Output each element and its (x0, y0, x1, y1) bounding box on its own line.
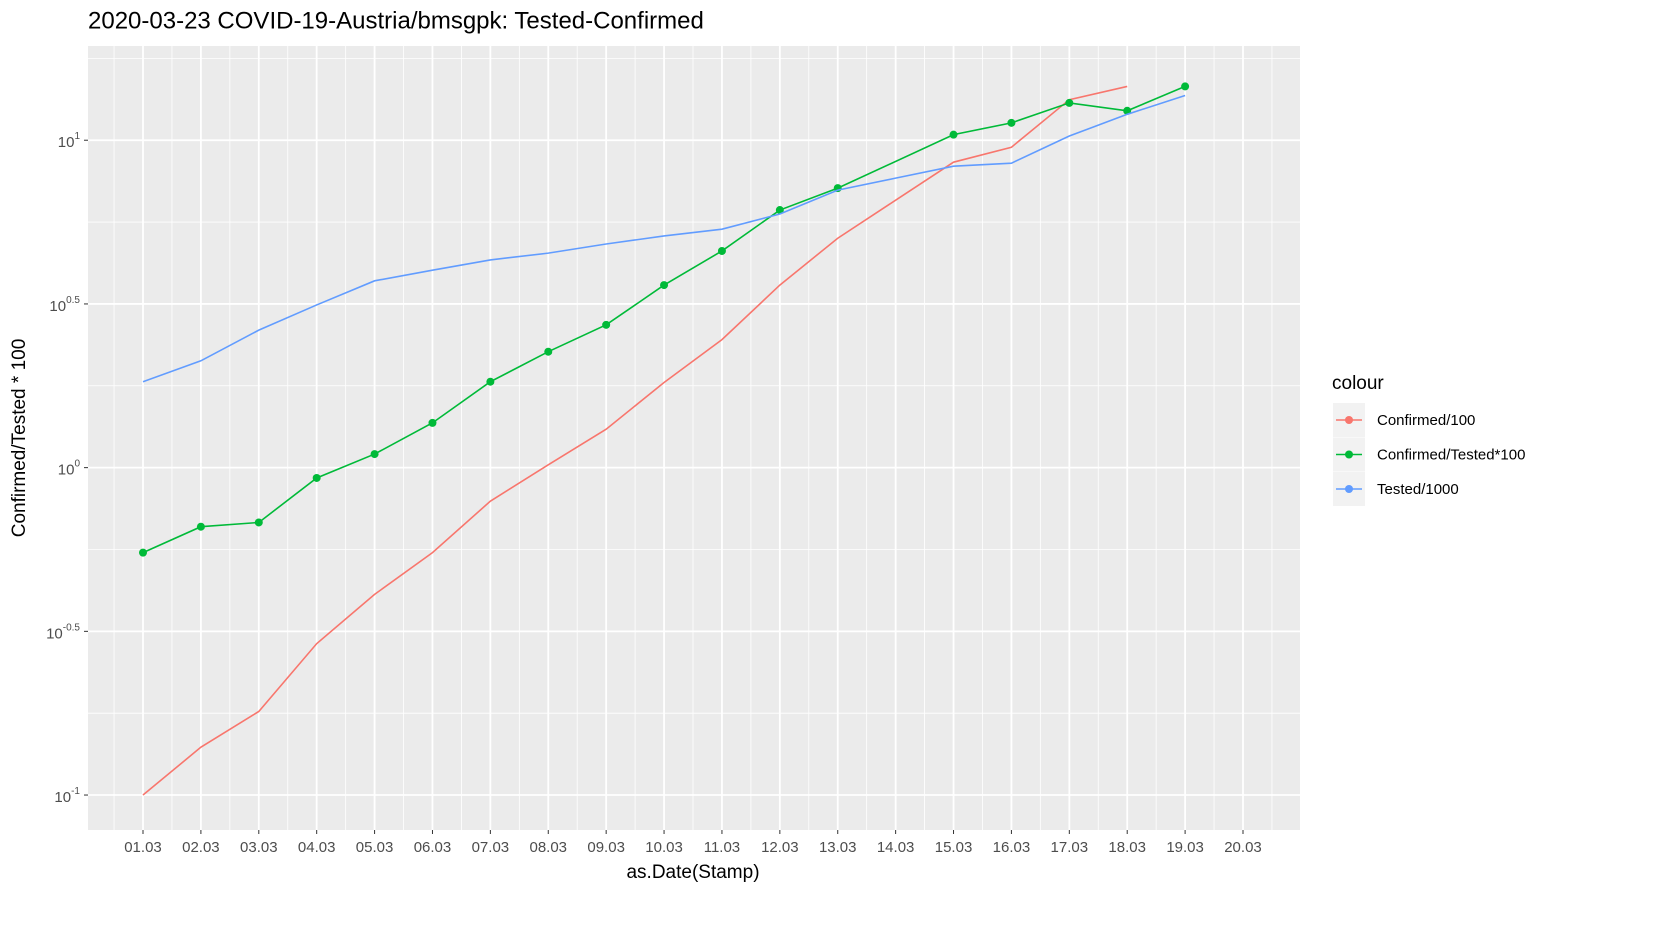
y-tick-label: 101 (58, 131, 81, 151)
x-tick-label: 16.03 (993, 839, 1031, 856)
y-tick-exponent: -1 (71, 786, 80, 797)
x-tick-label: 09.03 (587, 839, 625, 856)
x-tick-label: 17.03 (1051, 839, 1089, 856)
y-tick-base: 10 (58, 462, 75, 479)
data-point (660, 281, 669, 290)
x-axis-title: as.Date(Stamp) (626, 862, 759, 883)
x-tick-label: 04.03 (298, 839, 336, 856)
series-line (142, 85, 1186, 554)
x-tick-label: 05.03 (356, 839, 394, 856)
data-point (544, 347, 553, 356)
y-tick-label: 100.5 (49, 295, 80, 315)
legend-label: Confirmed/100 (1377, 412, 1475, 429)
x-tick-label: 06.03 (414, 839, 452, 856)
y-tick-base: 10 (58, 134, 75, 151)
y-axis-title: Confirmed/Tested * 100 (9, 339, 30, 538)
legend-title: colour (1332, 373, 1384, 394)
data-point (1007, 118, 1016, 127)
y-tick-exponent: 0.5 (66, 295, 80, 306)
data-point (1181, 82, 1190, 91)
x-tick-label: 10.03 (645, 839, 683, 856)
x-tick-label: 13.03 (819, 839, 857, 856)
x-tick-label: 15.03 (935, 839, 973, 856)
y-tick-exponent: 0 (74, 458, 80, 469)
legend-label: Confirmed/Tested*100 (1377, 446, 1525, 463)
data-point (1123, 106, 1132, 115)
data-point (717, 246, 726, 255)
y-tick-base: 10 (49, 298, 66, 315)
y-tick-base: 10 (54, 789, 71, 806)
x-tick-label: 18.03 (1108, 839, 1146, 856)
x-tick-label: 02.03 (182, 839, 220, 856)
legend-point (1345, 450, 1353, 459)
plot-panel (88, 46, 1300, 830)
x-tick-label: 19.03 (1166, 839, 1204, 856)
data-point (312, 473, 321, 482)
data-point (775, 206, 784, 215)
legend-point (1345, 416, 1353, 424)
y-tick-base: 10 (46, 625, 63, 642)
data-point (1065, 98, 1074, 107)
y-tick-exponent: -0.5 (63, 622, 81, 633)
x-tick-label: 07.03 (472, 839, 510, 856)
x-tick-label: 11.03 (704, 839, 740, 856)
data-point (602, 320, 611, 329)
x-tick-label: 01.03 (124, 839, 162, 856)
data-point (139, 548, 147, 557)
x-tick-label: 20.03 (1224, 839, 1262, 856)
data-point (370, 450, 379, 459)
x-tick-label: 12.03 (761, 839, 799, 856)
y-tick-label: 10-0.5 (46, 622, 80, 642)
legend-label: Tested/1000 (1377, 481, 1459, 498)
data-point (428, 418, 437, 427)
y-tick-label: 100 (58, 458, 81, 478)
chart-title: 2020-03-23 COVID-19-Austria/bmsgpk: Test… (88, 7, 704, 34)
data-point (196, 522, 205, 531)
series-line (142, 94, 1186, 383)
legend-point (1345, 485, 1353, 493)
data-point (486, 377, 495, 386)
x-tick-label: 14.03 (877, 839, 915, 856)
y-tick-label: 10-1 (54, 786, 80, 806)
series-line (142, 85, 1128, 796)
x-tick-label: 08.03 (529, 839, 567, 856)
x-tick-label: 03.03 (240, 839, 278, 856)
data-point (254, 518, 263, 527)
y-tick-exponent: 1 (74, 131, 80, 142)
data-point (949, 130, 958, 139)
